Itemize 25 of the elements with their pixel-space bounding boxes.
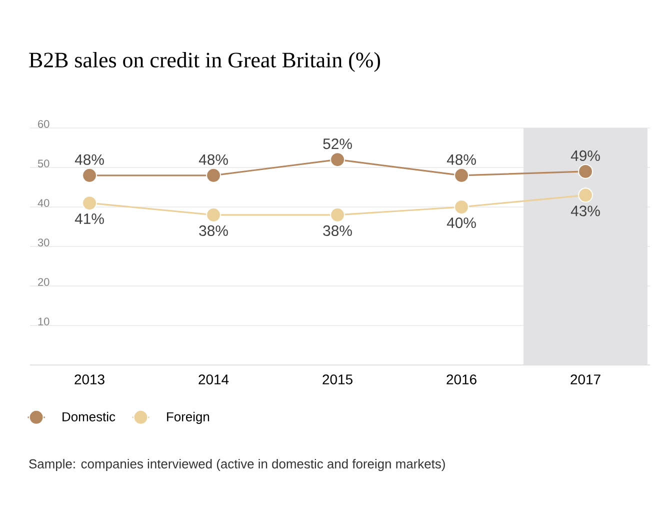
- y-tick-label: 10: [38, 318, 50, 326]
- y-tick-label: 30: [38, 238, 50, 246]
- data-label: 40%: [446, 217, 476, 228]
- y-tick-label: 60: [38, 120, 50, 128]
- data-label: 49%: [570, 150, 600, 161]
- legend-label: Domestic: [62, 412, 116, 422]
- data-label: 38%: [199, 225, 228, 236]
- text: Sample: companies interviewed (active in domestic and foreign markets): [29, 458, 445, 472]
- legend-label: Foreign: [167, 412, 210, 424]
- x-tick-label: 2017: [570, 374, 600, 384]
- data-label: 48%: [198, 154, 228, 165]
- chart-title: B2B sales on credit in Great Britain (%): [29, 52, 380, 72]
- y-tick-label: 50: [38, 160, 50, 168]
- data-label: 48%: [74, 154, 104, 165]
- x-tick-label: 2013: [74, 374, 104, 384]
- x-tick-label: 2014: [198, 374, 229, 384]
- x-tick-label: 2016: [446, 374, 476, 384]
- data-label: 52%: [323, 138, 352, 150]
- x-tick-label: 2015: [322, 374, 352, 384]
- y-tick-label: 40: [38, 199, 50, 207]
- data-label: 38%: [323, 225, 352, 236]
- y-tick-label: 20: [38, 278, 50, 286]
- data-label: 41%: [74, 214, 104, 224]
- data-label: 48%: [446, 154, 476, 165]
- data-label: 43%: [570, 206, 600, 216]
